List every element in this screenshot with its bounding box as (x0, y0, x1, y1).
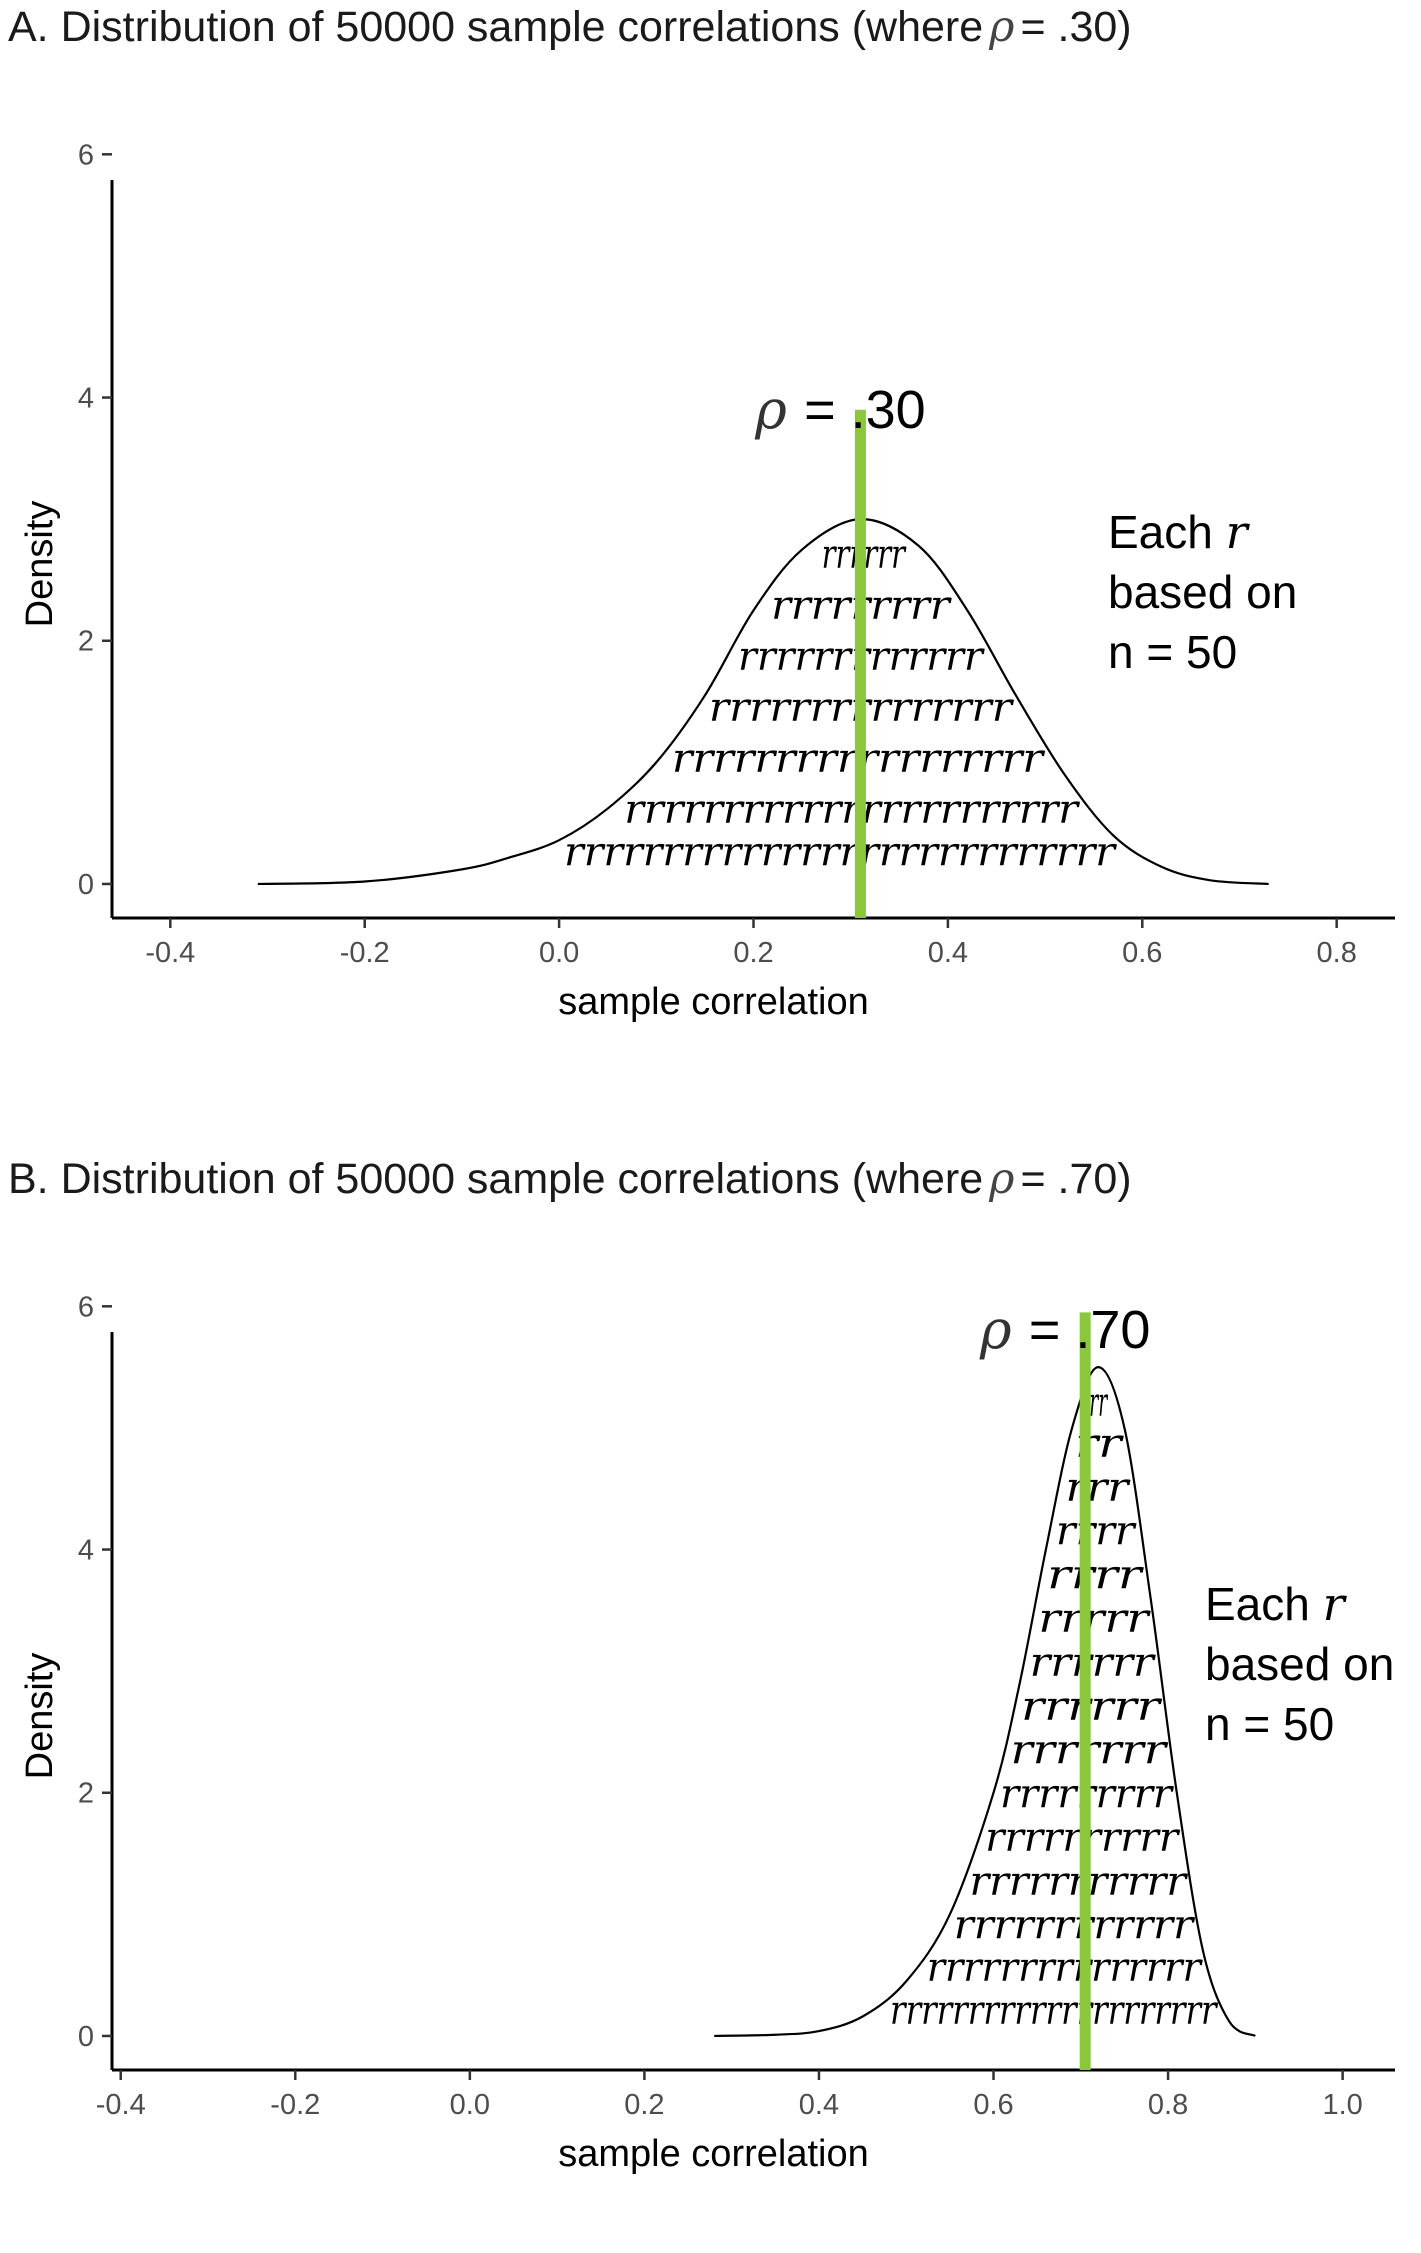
density-plot: 0 2 4 6 -0.4 -0.2 0.0 0.2 0.4 0.6 0.8 1.0 sample cor… (19, 1291, 1395, 2175)
panel-title: B. Distribution of 50000 sample correlat… (8, 1154, 1132, 1204)
r-glyph-row: rrrrrrrrrrrrrrrrrrrrr (890, 1988, 1219, 2034)
annotation-line-2: based on (1205, 1638, 1394, 1690)
annotation-r: r (1226, 505, 1251, 559)
x-tick-label: -0.2 (340, 937, 390, 969)
density-curve (257, 518, 1269, 886)
annotation-each: Each (1108, 506, 1226, 558)
panel-title-suffix: = .70) (1020, 1155, 1132, 1203)
r-glyph-row: rrrrrrrrrrrrrrrrrrrrrrrrrrrr (564, 830, 1118, 876)
panel-title: A. Distribution of 50000 sample correlat… (8, 2, 1132, 52)
x-tick-label: 0.0 (539, 937, 579, 969)
x-tick-label: 0.4 (799, 2089, 839, 2121)
panel-title-rho: ρ (989, 2, 1015, 52)
rho-label: ρ = .30 (754, 378, 926, 441)
rho-label: ρ = .70 (979, 1298, 1151, 1361)
x-axis-title: sample correlation (558, 981, 868, 1023)
y-axis-title: Density (19, 1653, 61, 1780)
rho-symbol: ρ (979, 1298, 1029, 1361)
y-tick-label: 0 (78, 869, 94, 901)
r-glyph-row: rrrrrrrrrrrrrrrrrrrrrrr (624, 787, 1081, 833)
y-tick-label: 6 (78, 139, 94, 171)
r-glyph-row: rrrr (1056, 1509, 1138, 1555)
annotation-line-1: Each r (1108, 505, 1251, 559)
rho-value: = .30 (804, 380, 926, 440)
x-tick-label: 0.2 (624, 2089, 664, 2121)
x-tick-label: 1.0 (1322, 2089, 1362, 2121)
r-glyph-row: rrrrr (1038, 1596, 1151, 1642)
rho-value: = .70 (1029, 1300, 1151, 1360)
x-tick-label: -0.4 (96, 2089, 146, 2121)
r-glyph-row: rr (1089, 1380, 1108, 1426)
r-glyph-row: rrrrrr (1021, 1684, 1163, 1730)
x-tick-label: -0.4 (145, 937, 195, 969)
annotation-line-3: n = 50 (1205, 1698, 1334, 1750)
r-glyph-row: rrrrrrrrrrrrrrr (927, 1945, 1204, 1991)
r-glyph-row: rrrr (1047, 1552, 1145, 1598)
annotation-r: r (1323, 1577, 1348, 1631)
panel-title-prefix: A. Distribution of 50000 sample correlat… (8, 3, 984, 51)
annotation-line-3: n = 50 (1108, 626, 1237, 678)
panel-title-prefix: B. Distribution of 50000 sample correlat… (8, 1155, 984, 1203)
x-tick-label: 0.4 (928, 937, 968, 969)
density-plot: 0 2 4 6 -0.4 -0.2 0.0 0.2 0.4 0.6 0.8 sample correl… (19, 139, 1395, 1023)
r-glyph-row: rrr (1065, 1465, 1131, 1511)
x-tick-label: 0.8 (1317, 937, 1357, 969)
y-tick-label: 2 (78, 626, 94, 658)
panel-a: A. Distribution of 50000 sample correlat… (0, 0, 1421, 1101)
panel-title-rho: ρ (989, 1154, 1015, 1204)
y-axis-title: Density (19, 501, 61, 628)
x-tick-label: 0.6 (973, 2089, 1013, 2121)
r-glyph-row: rrrrrrrrrrr (969, 1859, 1189, 1905)
panel-b: B. Distribution of 50000 sample correlat… (0, 1152, 1421, 2253)
x-tick-label: 0.6 (1122, 937, 1162, 969)
y-tick-label: 6 (78, 1291, 94, 1323)
x-tick-label: -0.2 (270, 2089, 320, 2121)
annotation-line-1: Each r (1205, 1577, 1348, 1631)
rho-symbol: ρ (754, 378, 804, 441)
y-tick-label: 2 (78, 1778, 94, 1810)
x-tick-label: 0.8 (1148, 2089, 1188, 2121)
x-tick-label: 0.2 (733, 937, 773, 969)
x-tick-label: 0.0 (450, 2089, 490, 2121)
annotation-each: Each (1205, 1578, 1323, 1630)
y-tick-label: 4 (78, 383, 94, 415)
density-curve (714, 1366, 1256, 2038)
panel-title-suffix: = .30) (1020, 3, 1132, 51)
r-glyph-row: rrrrrr (1030, 1640, 1157, 1686)
y-tick-label: 4 (78, 1535, 94, 1567)
x-axis-title: sample correlation (558, 2133, 868, 2175)
y-tick-label: 0 (78, 2021, 94, 2053)
r-glyph-row: rrrrrrrrrrrr (954, 1903, 1196, 1949)
annotation-line-2: based on (1108, 566, 1297, 618)
